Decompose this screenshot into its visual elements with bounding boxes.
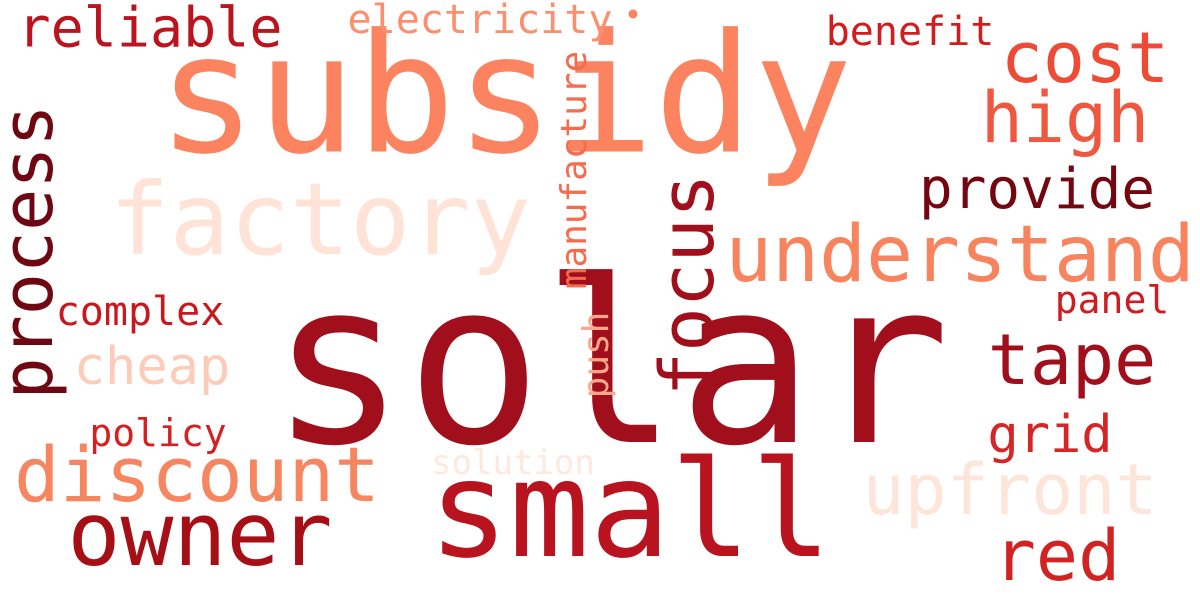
- word-benefit: benefit: [825, 9, 995, 55]
- word-cost: cost: [1000, 17, 1170, 99]
- word-process: process: [0, 104, 69, 400]
- word-factory: factory: [109, 161, 531, 278]
- word-panel: panel: [1054, 278, 1170, 322]
- word-subsidy: subsidy: [157, 0, 853, 191]
- word-focus: focus: [645, 173, 731, 397]
- word-red: red: [993, 515, 1121, 597]
- word-complex: complex: [55, 289, 225, 335]
- word-owner: owner: [67, 483, 333, 586]
- word-discount: discount: [13, 430, 381, 519]
- word-tape: tape: [987, 319, 1157, 401]
- word-push: push: [576, 311, 617, 399]
- word-upfront: upfront: [862, 449, 1158, 531]
- word-electricity: electricity: [347, 0, 613, 43]
- word-policy: policy: [89, 411, 227, 455]
- word-provide: provide: [918, 157, 1156, 222]
- word-reliable: reliable: [17, 0, 283, 60]
- word-solar: solar: [269, 233, 951, 496]
- word-grid: grid: [987, 405, 1113, 465]
- word-high: high: [980, 77, 1150, 159]
- dot-mark: [628, 9, 638, 19]
- word-understand: understand: [725, 210, 1195, 300]
- word-solution: solution: [431, 443, 595, 483]
- word-cheap: cheap: [73, 337, 231, 397]
- word-small: small: [428, 432, 832, 588]
- word-manufacture: manufacture: [554, 50, 595, 290]
